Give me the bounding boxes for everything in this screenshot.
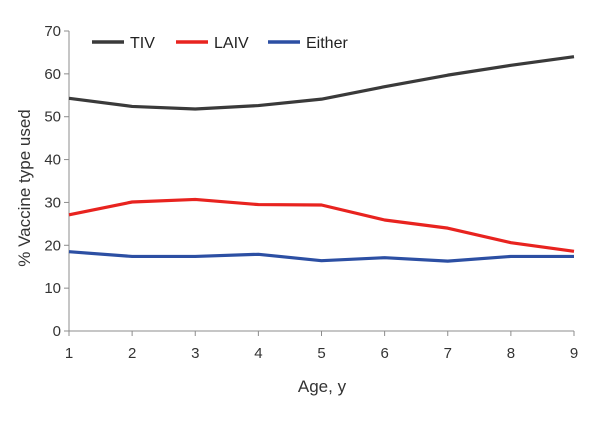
x-tick-label: 7 xyxy=(444,345,452,362)
x-tick-label: 8 xyxy=(507,345,515,362)
series-line-laiv xyxy=(68,197,575,253)
y-tick-label: 60 xyxy=(44,66,61,83)
y-tick-label: 0 xyxy=(53,323,61,340)
y-axis-title: % Vaccine type used xyxy=(15,109,34,267)
y-tick-label: 70 xyxy=(44,23,61,40)
x-tick-label: 1 xyxy=(65,345,73,362)
x-tick-label: 9 xyxy=(570,345,578,362)
series-layer xyxy=(68,55,575,263)
legend-item-laiv: LAIV xyxy=(176,35,249,52)
x-tick-label: 6 xyxy=(380,345,388,362)
axes xyxy=(68,31,574,332)
series-line-tiv xyxy=(68,55,575,111)
series-line-either xyxy=(68,250,574,263)
legend-item-either: Either xyxy=(268,35,348,52)
y-tick-label: 10 xyxy=(44,280,61,297)
legend-label: LAIV xyxy=(214,35,249,52)
legend: TIV LAIV Either xyxy=(92,35,348,52)
x-tick-label: 4 xyxy=(254,345,262,362)
legend-label: Either xyxy=(306,35,348,52)
y-tick-label: 40 xyxy=(44,152,61,169)
x-tick-label: 2 xyxy=(128,345,136,362)
legend-item-tiv: TIV xyxy=(92,35,155,52)
y-tick-label: 50 xyxy=(44,109,61,126)
x-axis-title: Age, y xyxy=(298,377,347,396)
axis-ticks: 0 10 20 30 40 50 60 70 1 2 3 4 5 6 7 8 9 xyxy=(44,23,578,362)
legend-label: TIV xyxy=(130,35,155,52)
y-tick-label: 20 xyxy=(44,237,61,254)
x-tick-label: 3 xyxy=(191,345,199,362)
y-tick-label: 30 xyxy=(44,194,61,211)
x-tick-label: 5 xyxy=(317,345,325,362)
